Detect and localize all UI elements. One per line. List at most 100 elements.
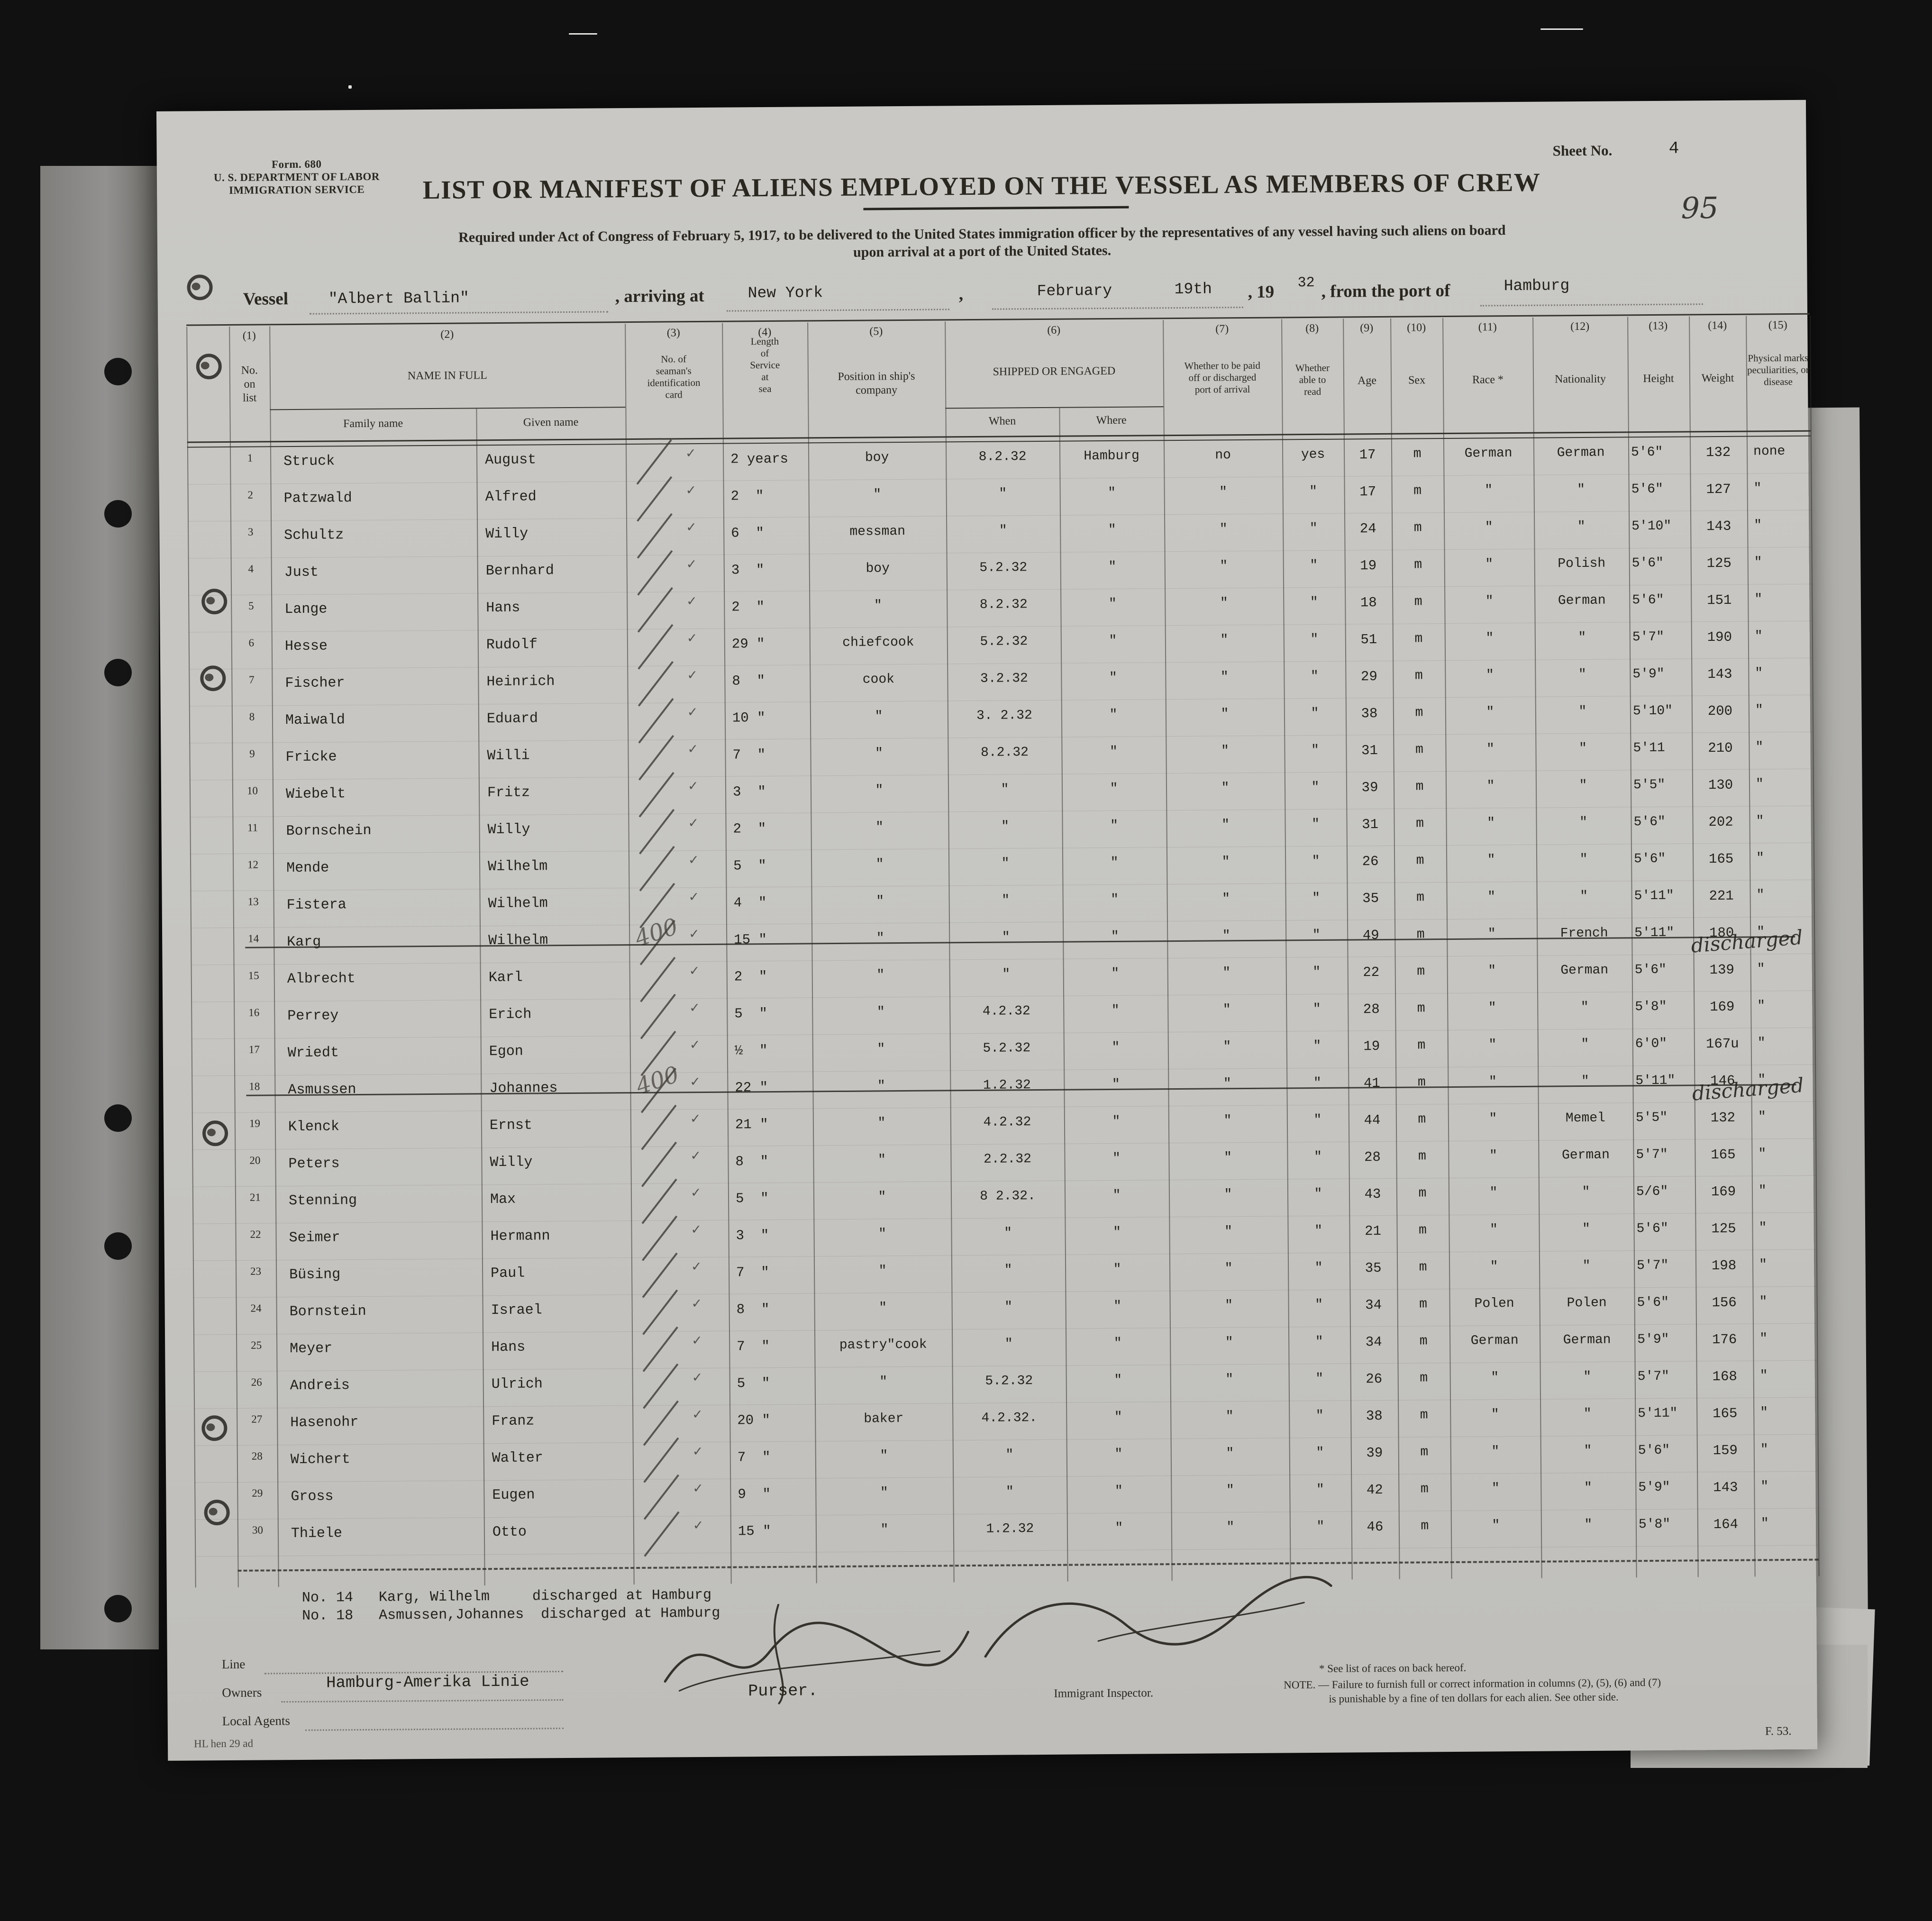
nationality: " (1582, 1221, 1591, 1237)
age: 38 (1361, 706, 1378, 722)
height: 5'11" (1638, 1406, 1678, 1421)
col-num-5: (5) (869, 325, 883, 338)
vessel-name: "Albert Ballin" (328, 289, 469, 308)
physical-marks: " (1757, 1036, 1766, 1051)
row-number: 2 (247, 489, 253, 501)
race: " (1485, 668, 1494, 683)
sex: m (1417, 1038, 1426, 1053)
inspector-signature (984, 1576, 1332, 1658)
age: 26 (1362, 854, 1379, 870)
row-margin (191, 928, 234, 965)
paid-off: " (1223, 1113, 1232, 1129)
shipped-when: " (999, 486, 1007, 501)
paid-off: " (1225, 1372, 1234, 1387)
paid-off: " (1221, 781, 1230, 796)
age: 19 (1363, 1038, 1380, 1055)
age: 35 (1362, 891, 1379, 907)
races-note: * See list of races on back hereof. (1319, 1661, 1467, 1675)
row-margin (189, 706, 232, 743)
height: 5'6" (1631, 445, 1663, 460)
able-to-read: " (1313, 1038, 1321, 1054)
given-name: Egon (489, 1043, 524, 1060)
owners-label: Owners (222, 1685, 262, 1700)
height: 5'6" (1633, 851, 1666, 867)
paid-off: " (1220, 559, 1228, 574)
punch-hole (104, 358, 132, 385)
height: 5/6" (1636, 1184, 1668, 1200)
id-card-cell: ✓ (631, 1215, 729, 1261)
row-number: 11 (247, 821, 258, 834)
able-to-read: " (1312, 928, 1321, 943)
position: " (877, 1079, 885, 1094)
service-length: 7 " (732, 747, 766, 763)
physical-marks: " (1756, 888, 1765, 903)
sex: m (1420, 1408, 1428, 1423)
stamp-mark (196, 354, 222, 380)
shipped-when: " (1005, 1448, 1014, 1463)
height: 5'6" (1631, 555, 1664, 571)
nationality: " (1578, 741, 1587, 756)
sex: m (1420, 1445, 1429, 1460)
service-length: 5 " (733, 858, 766, 874)
shipped-where: " (1111, 929, 1119, 944)
age: 21 (1365, 1223, 1382, 1239)
age: 34 (1365, 1297, 1382, 1313)
age: 34 (1365, 1334, 1382, 1350)
given-name: Wilhelm (488, 895, 548, 912)
owners-value: Hamburg-Amerika Linie (326, 1673, 529, 1693)
shipped-when: 8.2.32 (978, 449, 1027, 464)
checkmark-stroke-icon (644, 1511, 680, 1557)
weight: 176 (1712, 1331, 1737, 1348)
checkmark-stroke-icon (640, 956, 676, 1002)
physical-marks: " (1753, 481, 1762, 496)
shipped-where: " (1108, 522, 1116, 538)
row-margin (192, 1187, 236, 1224)
arrival-port: New York (747, 284, 823, 302)
weight: 200 (1707, 703, 1733, 719)
name-split-rule (270, 407, 626, 410)
sex: m (1415, 705, 1423, 720)
id-card-cell: ✓ (629, 993, 727, 1039)
physical-marks: " (1758, 1184, 1767, 1199)
race: " (1487, 816, 1495, 831)
paid-off: " (1226, 1520, 1235, 1535)
row-number: 7 (249, 674, 255, 686)
nationality: " (1581, 1074, 1589, 1089)
checkmark-icon: ✓ (690, 1185, 702, 1200)
id-card-cell: ✓ (628, 809, 726, 855)
row-margin (191, 1002, 234, 1039)
header-given: Given name (523, 416, 579, 429)
physical-marks: " (1754, 555, 1762, 570)
shipped-when: 3. 2.32 (976, 708, 1032, 723)
checkmark-icon: ✓ (693, 1518, 704, 1533)
physical-marks: " (1758, 1147, 1767, 1162)
position: " (875, 746, 884, 761)
shipped-when: 1.2.32 (983, 1078, 1031, 1093)
nationality: " (1584, 1517, 1593, 1533)
physical-marks: " (1755, 777, 1764, 792)
sex: m (1414, 631, 1423, 646)
sex: m (1418, 1149, 1426, 1164)
id-card-cell: ✓ (627, 661, 725, 707)
height: 5'8" (1635, 999, 1667, 1015)
family-name: Struck (283, 453, 335, 470)
checkmark-icon: ✓ (689, 927, 700, 941)
nationality: German (1557, 445, 1605, 461)
sex: m (1414, 594, 1422, 610)
paid-off: " (1222, 929, 1230, 944)
checkmark-icon: ✓ (685, 483, 697, 498)
family-name: Albrecht (287, 971, 355, 988)
family-name: Stenning (288, 1193, 357, 1210)
local-agents-label: Local Agents (222, 1713, 291, 1729)
given-name: Paul (491, 1265, 525, 1282)
col-num-14: (14) (1708, 319, 1727, 332)
service-length: 2 " (734, 969, 767, 985)
shipped-where: " (1115, 1520, 1123, 1536)
row-number: 3 (247, 526, 254, 538)
id-card-cell: ✓ (631, 1178, 729, 1224)
weight: 156 (1712, 1294, 1737, 1311)
shipped-where: " (1111, 1003, 1120, 1018)
id-card-cell: ✓ (626, 439, 723, 485)
row-number: 28 (251, 1450, 263, 1462)
shipped-when: 5.2.32 (985, 1374, 1033, 1389)
